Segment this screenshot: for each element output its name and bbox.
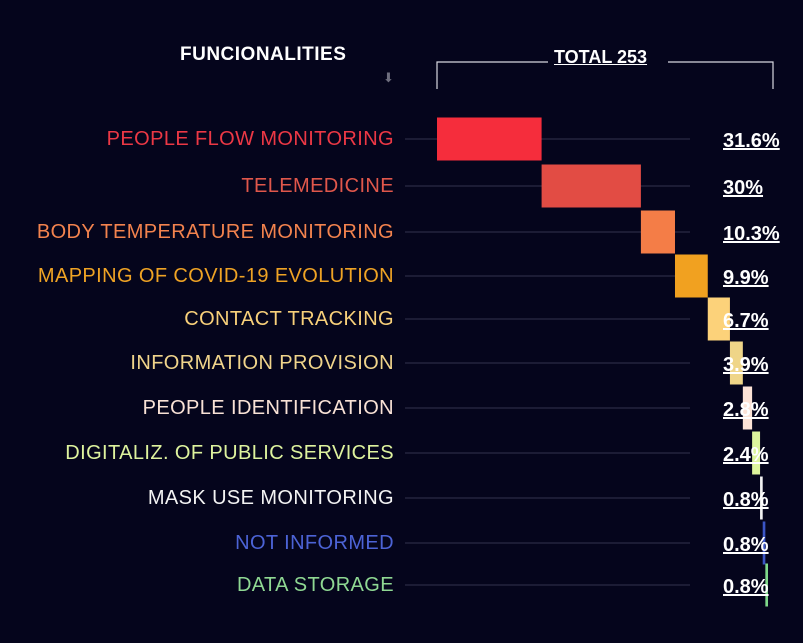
bar — [742, 386, 753, 430]
category-label: BODY TEMPERATURE MONITORING — [36, 221, 394, 243]
total-bracket — [436, 61, 774, 89]
category-label: DATA STORAGE — [236, 574, 394, 596]
value-label: 10.3% — [723, 223, 780, 245]
category-label: INFORMATION PROVISION — [130, 352, 394, 374]
category-label: MASK USE MONITORING — [147, 487, 394, 509]
value-label: 3.9% — [723, 354, 769, 376]
category-label: DIGITALIZ. OF PUBLIC SERVICES — [65, 442, 394, 464]
bar — [640, 210, 675, 254]
category-label: NOT INFORMED — [235, 532, 394, 554]
value-label: 31.6% — [723, 130, 780, 152]
bar — [752, 431, 761, 475]
category-label: PEOPLE IDENTIFICATION — [142, 397, 394, 419]
category-label: CONTACT TRACKING — [184, 308, 394, 330]
sort-arrow-icon[interactable]: ⬇ — [383, 70, 394, 85]
funcionalities-heading: FUNCIONALITIES — [180, 44, 347, 65]
value-label: 2.8% — [723, 399, 769, 421]
bar — [765, 563, 768, 607]
bar — [762, 521, 766, 565]
total-label: TOTAL 253 — [554, 47, 648, 67]
category-label: PEOPLE FLOW MONITORING — [106, 128, 394, 150]
value-label: 9.9% — [723, 267, 769, 289]
bar — [437, 117, 542, 161]
bar — [729, 341, 743, 385]
value-label: 6.7% — [723, 310, 769, 332]
bar — [674, 254, 708, 298]
value-label: 30% — [723, 177, 764, 199]
bar — [760, 476, 763, 520]
value-label: 0.8% — [723, 534, 769, 556]
bar — [707, 297, 730, 341]
value-label: 0.8% — [723, 576, 769, 598]
category-label: MAPPING OF COVID-19 EVOLUTION — [37, 265, 394, 287]
bar — [541, 164, 641, 208]
category-label: TELEMEDICINE — [241, 175, 394, 197]
value-label: 0.8% — [723, 489, 769, 511]
value-label: 2.4% — [723, 444, 769, 466]
